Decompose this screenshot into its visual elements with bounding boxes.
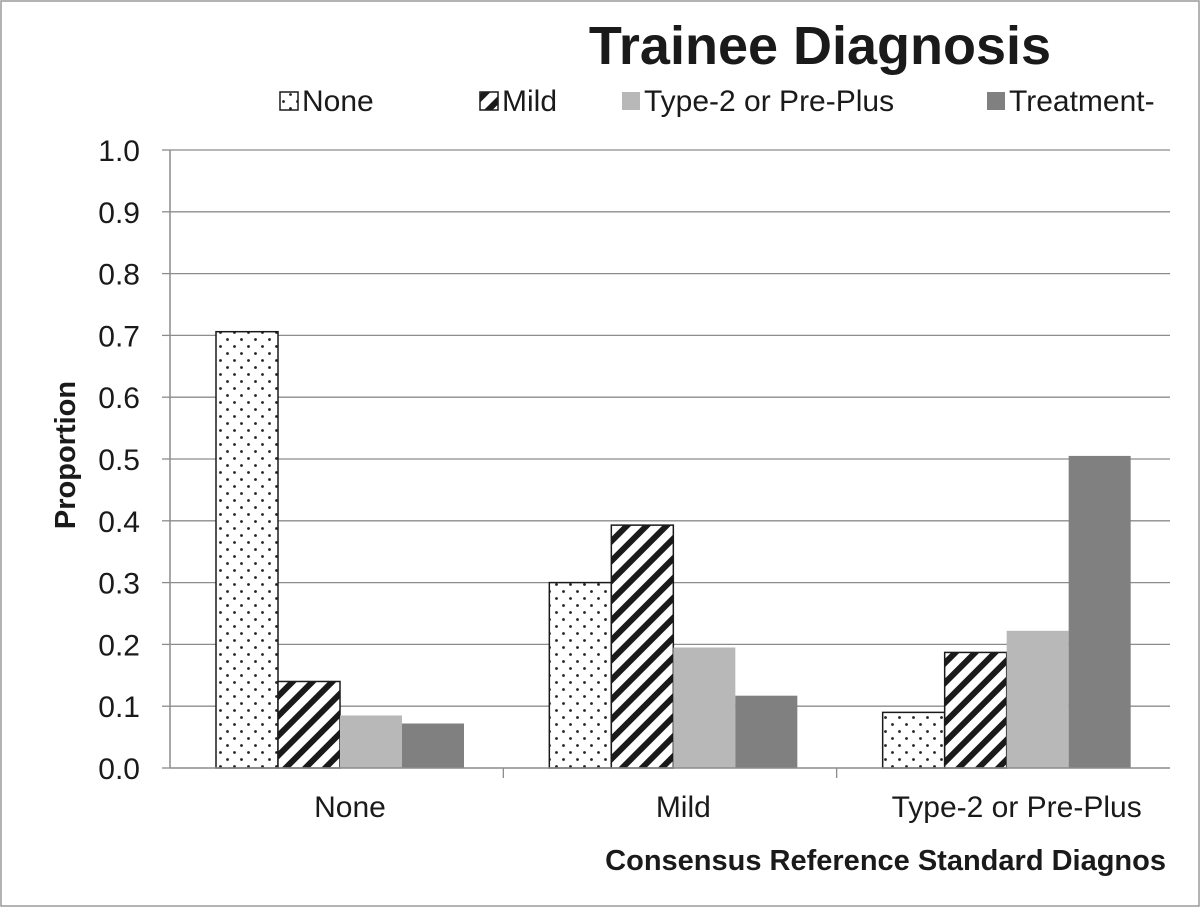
x-category-label: Mild [656, 791, 711, 824]
legend-swatch [987, 92, 1005, 110]
y-tick-label: 0.3 [98, 568, 140, 601]
y-tick-label: 0.0 [98, 753, 140, 786]
legend-label: None [302, 85, 374, 118]
axes [169, 150, 1170, 778]
x-category-label: Type-2 or Pre-Plus [892, 791, 1142, 824]
legend-label: Treatment- [1009, 85, 1155, 118]
y-tick-label: 0.7 [98, 320, 140, 353]
x-category-label: None [314, 791, 386, 824]
y-axis-label: Proportion [50, 381, 82, 529]
bar-treatment-mild [735, 695, 798, 768]
y-tick-label: 0.8 [98, 259, 140, 292]
legend-label: Mild [502, 85, 557, 118]
legend-swatch [622, 92, 640, 110]
bars [215, 330, 1131, 769]
legend-swatch [279, 91, 299, 111]
x-axis-categories: None Mild Type-2 or Pre-Plus [314, 791, 1142, 824]
y-tick-label: 1.0 [98, 135, 140, 168]
bar-mild-mild [610, 524, 675, 769]
legend-label: Type-2 or Pre-Plus [644, 85, 894, 118]
legend: None Mild Type-2 or Pre-Plus Treatment- [279, 85, 1155, 118]
bar-mild-type-2-or-pre-plus [943, 651, 1008, 769]
y-tick-label: 0.9 [98, 197, 140, 230]
y-axis-ticks: 0.0 0.1 0.2 0.3 0.4 0.5 0.6 0.7 0.8 0.9 1.0 [98, 135, 170, 786]
x-axis-label: Consensus Reference Standard Diagnos [605, 845, 1166, 877]
bar-type-2-or-pre-plus-mild [673, 647, 736, 768]
legend-swatch [479, 91, 499, 111]
y-tick-label: 0.5 [98, 444, 140, 477]
y-tick-label: 0.6 [98, 382, 140, 415]
bar-none-mild [548, 581, 613, 769]
bar-type-2-or-pre-plus-none [340, 715, 402, 768]
chart-title: Trainee Diagnosis [589, 16, 1051, 76]
y-tick-label: 0.4 [98, 506, 140, 539]
bar-treatment-none [402, 723, 464, 768]
y-tick-label: 0.2 [98, 629, 140, 662]
bar-none-type-2-or-pre-plus [881, 711, 946, 769]
bar-none-none [215, 330, 279, 769]
y-tick-label: 0.1 [98, 691, 140, 724]
bar-treatment-type-2-or-pre-plus [1068, 455, 1131, 768]
bar-mild-none [277, 680, 341, 769]
bar-type-2-or-pre-plus-type-2-or-pre-plus [1006, 630, 1069, 768]
